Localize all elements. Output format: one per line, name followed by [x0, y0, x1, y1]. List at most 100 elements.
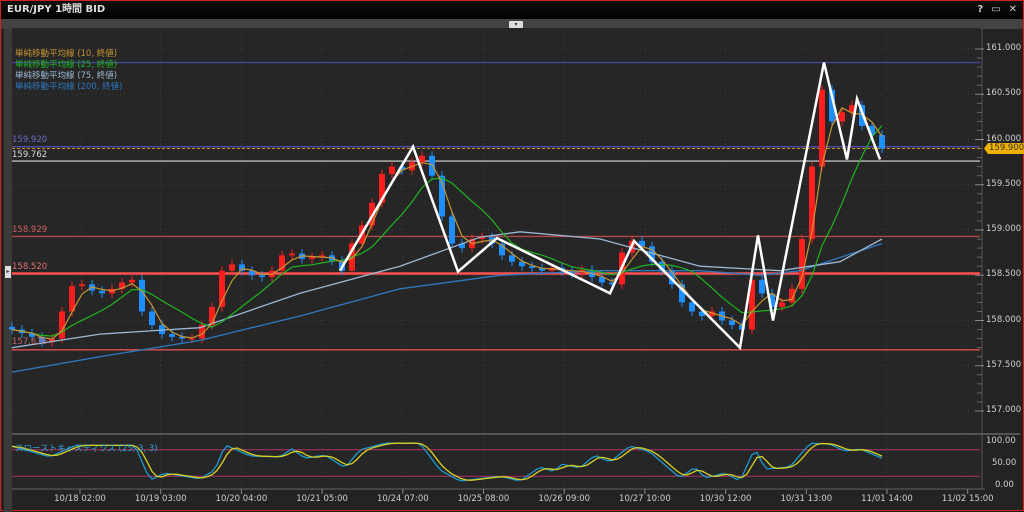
candle-body	[879, 134, 885, 149]
candle-body	[799, 239, 805, 289]
candle-body	[759, 279, 765, 294]
price-tick-label: 160.500	[986, 88, 1022, 99]
candle-body	[169, 334, 175, 337]
legend-ma75: 単純移動平均線 (75, 終値)	[15, 71, 118, 81]
stoch-axis-100: 100.00	[986, 436, 1016, 446]
candle-body	[9, 326, 15, 330]
candle-body	[869, 125, 875, 135]
time-tick-label: 10/27 10:00	[619, 494, 671, 504]
candle-body	[639, 240, 645, 247]
candle-body	[209, 306, 215, 326]
candle-body	[679, 284, 685, 303]
window-title: EUR/JPY 1時間 BID	[7, 4, 106, 15]
legend-ma25: 単純移動平均線 (25, 終値)	[15, 60, 118, 70]
candle-body	[459, 243, 465, 249]
zigzag-pattern-line	[338, 62, 882, 351]
time-tick-label: 11/02 15:00	[941, 494, 994, 504]
ma25-line	[11, 125, 883, 337]
hline-label-158929: 158.929	[12, 225, 48, 235]
time-tick-label: 10/20 04:00	[215, 494, 268, 504]
candle-body	[449, 216, 455, 244]
candle-body	[649, 246, 655, 262]
candle-body	[769, 293, 775, 307]
candle-body	[39, 336, 45, 343]
candle-body	[389, 166, 395, 174]
candle-body	[599, 277, 605, 283]
candle-body	[29, 333, 35, 337]
candle-body	[509, 255, 515, 262]
time-tick-label: 10/31 13:00	[780, 494, 833, 504]
time-tick-label: 10/26 09:00	[538, 494, 591, 504]
candle-body	[229, 264, 235, 271]
candle-body	[439, 175, 445, 217]
candle-body	[499, 243, 505, 256]
candle-body	[249, 270, 255, 276]
candle-body	[279, 255, 285, 271]
collapse-toggle-button[interactable]: ▾	[509, 21, 523, 28]
price-tick-label: 159.500	[986, 178, 1022, 189]
candle-body	[49, 338, 55, 343]
time-tick-label: 10/18 02:00	[54, 494, 106, 504]
candle-body	[189, 338, 195, 340]
candle-body	[309, 257, 315, 259]
candle-body	[689, 302, 695, 312]
candle-body	[749, 279, 755, 330]
candle-body	[219, 270, 225, 307]
legend-ma10: 単純移動平均線 (10, 終値)	[15, 49, 118, 59]
ma10-line	[11, 106, 883, 340]
ma200-line	[11, 242, 883, 373]
candle-body	[789, 288, 795, 303]
time-tick-label: 10/24 07:00	[376, 494, 429, 504]
stochastic-label: スローストキャスティクス (25, 3, 3)	[15, 444, 158, 454]
price-tick-label: 160.000	[986, 133, 1022, 144]
candle-body	[519, 261, 525, 267]
candle-body	[779, 302, 785, 307]
candle-body	[819, 89, 825, 167]
candle-body	[609, 282, 615, 285]
hline-label-157676: 157.676	[12, 337, 48, 347]
candle-body	[479, 237, 485, 240]
candle-body	[199, 325, 205, 339]
maximize-icon[interactable]: ▭	[991, 4, 1001, 15]
time-tick-label: 10/19 03:00	[134, 494, 187, 504]
candle-body	[419, 155, 425, 163]
hline-label-158520: 158.520	[12, 262, 48, 272]
price-tick-label: 158.000	[986, 314, 1022, 325]
candle-body	[239, 264, 245, 271]
candle-body	[399, 166, 405, 171]
close-icon[interactable]: ✕	[1008, 4, 1017, 15]
candle-body	[659, 261, 665, 271]
candle-body	[79, 284, 85, 287]
time-tick-label: 10/30 12:00	[699, 494, 752, 504]
candle-body	[319, 255, 325, 258]
drag-handle[interactable]: ▸	[5, 266, 11, 278]
candle-body	[179, 336, 185, 339]
help-icon[interactable]: ?	[977, 4, 984, 15]
candle-body	[119, 282, 125, 289]
candle-body	[849, 105, 855, 113]
candle-body	[149, 311, 155, 326]
title-bar: EUR/JPY 1時間 BID ? ▭ ✕	[1, 1, 1023, 19]
time-tick-label: 11/01 14:00	[861, 494, 913, 504]
time-tick-label: 10/21 05:00	[296, 494, 348, 504]
price-tick-label: 161.000	[986, 43, 1022, 53]
candle-body	[289, 253, 295, 256]
candle-body	[539, 268, 545, 271]
candle-body	[709, 311, 715, 316]
hline-label-159920: 159.920	[12, 135, 48, 145]
current-price-tag: 159.900	[984, 143, 1024, 154]
price-tick-label: 157.500	[986, 359, 1022, 370]
stoch-axis-0: 0.00	[995, 480, 1014, 490]
candle-body	[69, 286, 75, 312]
price-tick-label: 158.500	[986, 269, 1022, 280]
price-tick-label: 159.000	[986, 224, 1022, 234]
candle-body	[739, 325, 745, 330]
candle-body	[859, 105, 865, 126]
time-tick-label: 10/25 08:00	[457, 494, 510, 504]
candle-body	[839, 112, 845, 122]
stoch-d-line	[11, 442, 883, 481]
candle-body	[729, 320, 735, 326]
candle-body	[139, 279, 145, 312]
candle-body	[379, 173, 385, 203]
